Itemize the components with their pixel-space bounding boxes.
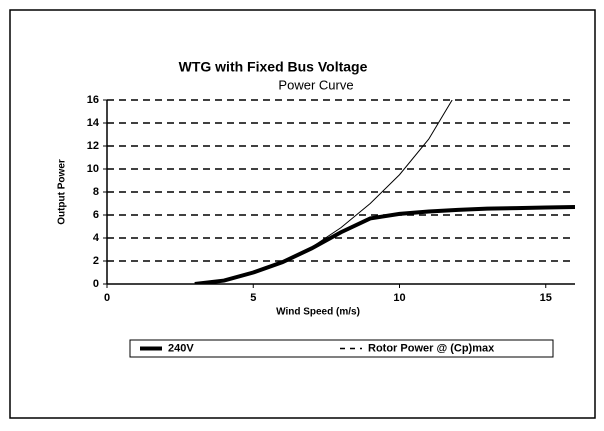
line (194, 100, 453, 284)
y-tick-label: 10 (87, 163, 99, 175)
y-tick-label: 16 (87, 94, 99, 106)
y-tick-label: 4 (93, 232, 100, 244)
y-tick-label: 0 (93, 278, 99, 290)
x-tick-label: 0 (104, 292, 110, 304)
frame (9, 9, 596, 419)
y-tick-label: 14 (87, 117, 100, 129)
x-tick-label: 10 (393, 292, 405, 304)
y-axis-label: Output Power (57, 159, 68, 225)
y-tick-label: 2 (93, 255, 99, 267)
x-axis-label: Wind Speed (m/s) (276, 307, 360, 318)
chart-title: WTG with Fixed Bus Voltage (179, 59, 368, 75)
y-tick-label: 6 (93, 209, 99, 221)
legend-label: 240V (168, 342, 194, 354)
x-tick-label: 15 (540, 292, 552, 304)
legend-box (129, 339, 554, 358)
y-tick-label: 8 (93, 186, 99, 198)
x-tick-label: 5 (250, 292, 256, 304)
y-tick-label: 12 (87, 140, 99, 152)
legend-label: Rotor Power @ (Cp)max (368, 342, 495, 354)
chart-subtitle: Power Curve (278, 77, 353, 92)
